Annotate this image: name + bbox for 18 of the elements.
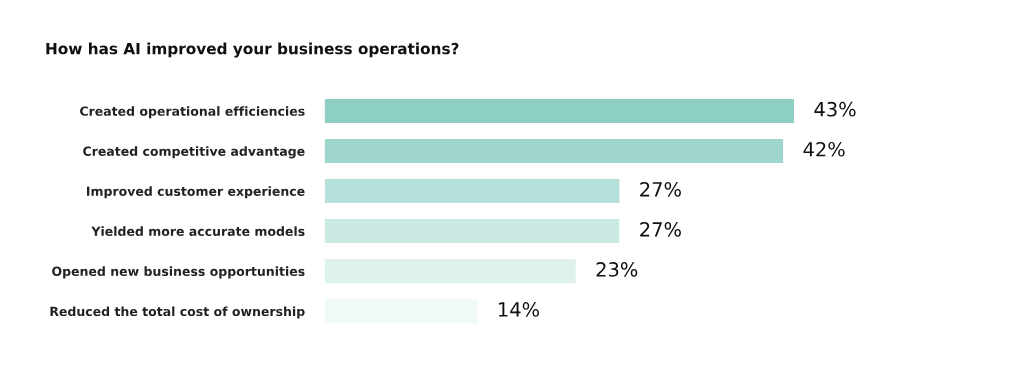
data-label: 23% <box>596 262 638 277</box>
y-tick-label: Created operational efficiencies <box>80 106 305 119</box>
data-label: 27% <box>640 181 681 197</box>
bar <box>324 98 795 123</box>
data-label: 43% <box>814 101 856 117</box>
y-tick-label: Improved customer experience <box>87 186 305 199</box>
y-tick-label: Reduced the total cost of ownership <box>50 306 305 319</box>
bar <box>324 179 620 204</box>
bar <box>324 259 576 284</box>
data-label: 42% <box>803 141 845 157</box>
chart-title: How has AI improved your business operations? <box>46 42 459 58</box>
y-tick-label: Opened new business opportunities <box>52 266 305 279</box>
data-label: 14% <box>499 302 540 317</box>
bar <box>324 138 784 163</box>
data-label: 27% <box>640 222 681 237</box>
bar <box>324 219 620 244</box>
y-tick-label: Created competitive advantage <box>83 146 305 159</box>
y-tick-label: Yielded more accurate models <box>91 226 305 236</box>
